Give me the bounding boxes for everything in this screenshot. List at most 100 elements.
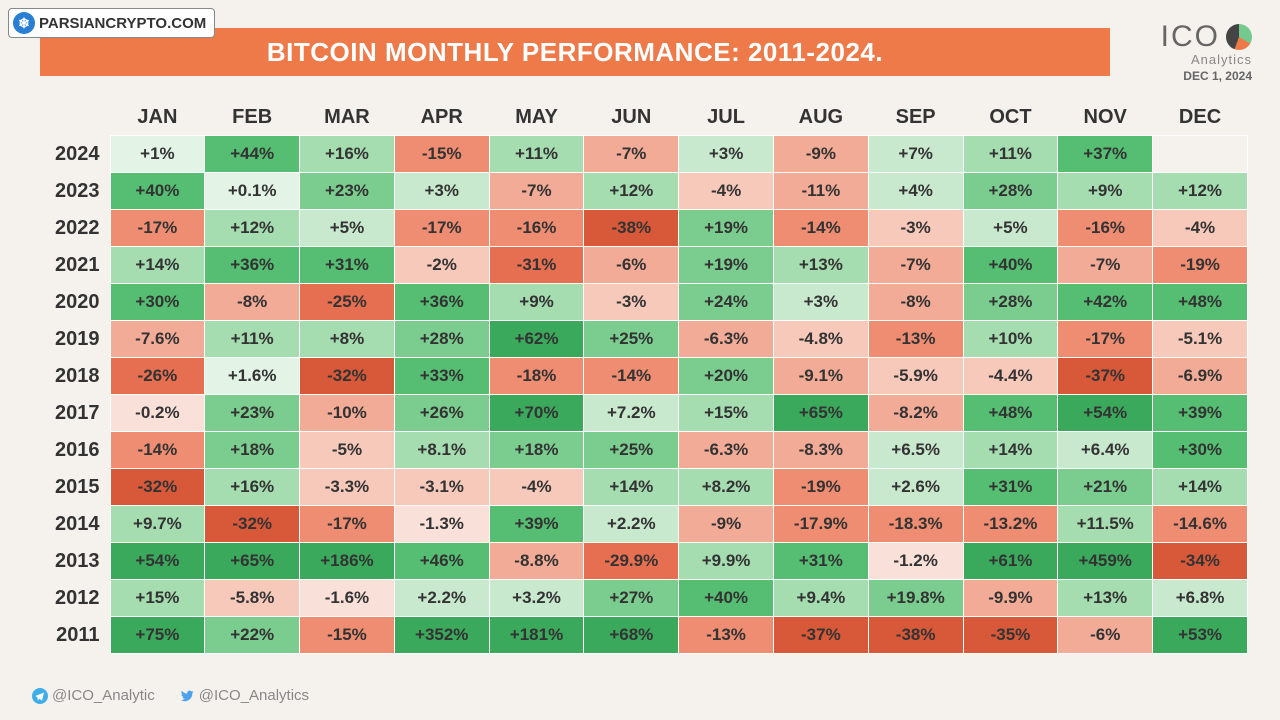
heatmap-cell: -16% [1058, 210, 1153, 247]
heatmap-cell: +2.2% [394, 580, 489, 617]
heatmap-cell: +2.2% [584, 506, 679, 543]
year-label: 2012 [32, 580, 110, 617]
heatmap-cell: -6.9% [1153, 358, 1248, 395]
heatmap-cell: +46% [394, 543, 489, 580]
year-label: 2017 [32, 395, 110, 432]
heatmap-cell: -17% [394, 210, 489, 247]
heatmap-cell: -3.3% [300, 469, 395, 506]
heatmap-cell: +62% [489, 321, 584, 358]
year-label: 2011 [32, 617, 110, 654]
twitter-icon [179, 688, 195, 704]
heatmap-cell: +26% [394, 395, 489, 432]
heatmap-cell: +0.1% [205, 173, 300, 210]
heatmap-cell: -4% [679, 173, 774, 210]
heatmap-cell: +13% [773, 247, 868, 284]
heatmap-cell: -8.3% [773, 432, 868, 469]
month-header: JUN [584, 102, 679, 136]
telegram-handle: @ICO_Analytic [32, 687, 155, 704]
heatmap-cell: +16% [205, 469, 300, 506]
table-row: 2012+15%-5.8%-1.6%+2.2%+3.2%+27%+40%+9.4… [32, 580, 1248, 617]
heatmap-cell: -37% [1058, 358, 1153, 395]
heatmap-cell: -6.3% [679, 321, 774, 358]
table-row: 2023+40%+0.1%+23%+3%-7%+12%-4%-11%+4%+28… [32, 173, 1248, 210]
heatmap-cell: -2% [394, 247, 489, 284]
heatmap-cell: +11% [205, 321, 300, 358]
heatmap-cell: -8.2% [868, 395, 963, 432]
brand-date: DEC 1, 2024 [1161, 69, 1252, 83]
heatmap-cell: +9.4% [773, 580, 868, 617]
heatmap-cell: +12% [1153, 173, 1248, 210]
heatmap-cell: +15% [679, 395, 774, 432]
heatmap-cell: +1.6% [205, 358, 300, 395]
heatmap-cell: +3% [773, 284, 868, 321]
heatmap-cell: +28% [963, 173, 1058, 210]
year-label: 2020 [32, 284, 110, 321]
heatmap-cell: +11.5% [1058, 506, 1153, 543]
heatmap-cell: -8.8% [489, 543, 584, 580]
year-label: 2022 [32, 210, 110, 247]
month-header: JAN [110, 102, 205, 136]
heatmap-cell: +10% [963, 321, 1058, 358]
heatmap-cell: -4% [1153, 210, 1248, 247]
year-label: 2018 [32, 358, 110, 395]
watermark-badge: ❄ PARSIANCRYPTO.COM [8, 8, 215, 38]
heatmap-cell: -6% [584, 247, 679, 284]
heatmap-cell: -13.2% [963, 506, 1058, 543]
heatmap-cell: +65% [773, 395, 868, 432]
heatmap-cell: -14% [110, 432, 205, 469]
heatmap-cell: +8% [300, 321, 395, 358]
heatmap-cell: -17% [1058, 321, 1153, 358]
heatmap-cell: +3% [394, 173, 489, 210]
heatmap-cell: -7% [868, 247, 963, 284]
table-row: 2014+9.7%-32%-17%-1.3%+39%+2.2%-9%-17.9%… [32, 506, 1248, 543]
heatmap-cell: -6.3% [679, 432, 774, 469]
heatmap-cell: +9% [489, 284, 584, 321]
watermark-icon: ❄ [13, 12, 35, 34]
heatmap-cell: -9% [773, 136, 868, 173]
heatmap-cell: -26% [110, 358, 205, 395]
year-label: 2014 [32, 506, 110, 543]
heatmap-cell: -1.6% [300, 580, 395, 617]
heatmap-cell: -10% [300, 395, 395, 432]
month-header: NOV [1058, 102, 1153, 136]
heatmap-cell: -17% [300, 506, 395, 543]
table-row: 2011+75%+22%-15%+352%+181%+68%-13%-37%-3… [32, 617, 1248, 654]
heatmap-cell: -38% [584, 210, 679, 247]
heatmap-cell: +19.8% [868, 580, 963, 617]
heatmap-cell: -9.1% [773, 358, 868, 395]
heatmap-cell: -7% [1058, 247, 1153, 284]
heatmap-cell: +30% [1153, 432, 1248, 469]
brand-sub: Analytics [1161, 52, 1252, 67]
heatmap-cell: +65% [205, 543, 300, 580]
heatmap-cell: +18% [205, 432, 300, 469]
heatmap-cell: +2.6% [868, 469, 963, 506]
heatmap-cell: -25% [300, 284, 395, 321]
heatmap-cell: +54% [110, 543, 205, 580]
year-label: 2015 [32, 469, 110, 506]
heatmap-cell: +40% [963, 247, 1058, 284]
heatmap-cell: +11% [963, 136, 1058, 173]
brand-name: ICO [1161, 20, 1220, 54]
heatmap-cell: -8% [868, 284, 963, 321]
heatmap-cell: -14.6% [1153, 506, 1248, 543]
month-header: DEC [1153, 102, 1248, 136]
telegram-icon [32, 688, 48, 704]
heatmap-cell: -31% [489, 247, 584, 284]
heatmap-cell: -7% [584, 136, 679, 173]
heatmap-cell: +4% [868, 173, 963, 210]
year-label: 2021 [32, 247, 110, 284]
heatmap-cell: +14% [963, 432, 1058, 469]
heatmap-cell: -14% [584, 358, 679, 395]
heatmap-cell: -19% [773, 469, 868, 506]
heatmap-cell: +9.7% [110, 506, 205, 543]
brand-block: ICO Analytics DEC 1, 2024 [1161, 20, 1252, 83]
heatmap-cell: +40% [679, 580, 774, 617]
table-row: 2017-0.2%+23%-10%+26%+70%+7.2%+15%+65%-8… [32, 395, 1248, 432]
heatmap-cell: +54% [1058, 395, 1153, 432]
heatmap-cell: +48% [963, 395, 1058, 432]
heatmap-cell [1153, 136, 1248, 173]
heatmap-cell: -32% [300, 358, 395, 395]
heatmap-cell: -7.6% [110, 321, 205, 358]
heatmap-cell: +14% [110, 247, 205, 284]
heatmap-cell: +5% [300, 210, 395, 247]
